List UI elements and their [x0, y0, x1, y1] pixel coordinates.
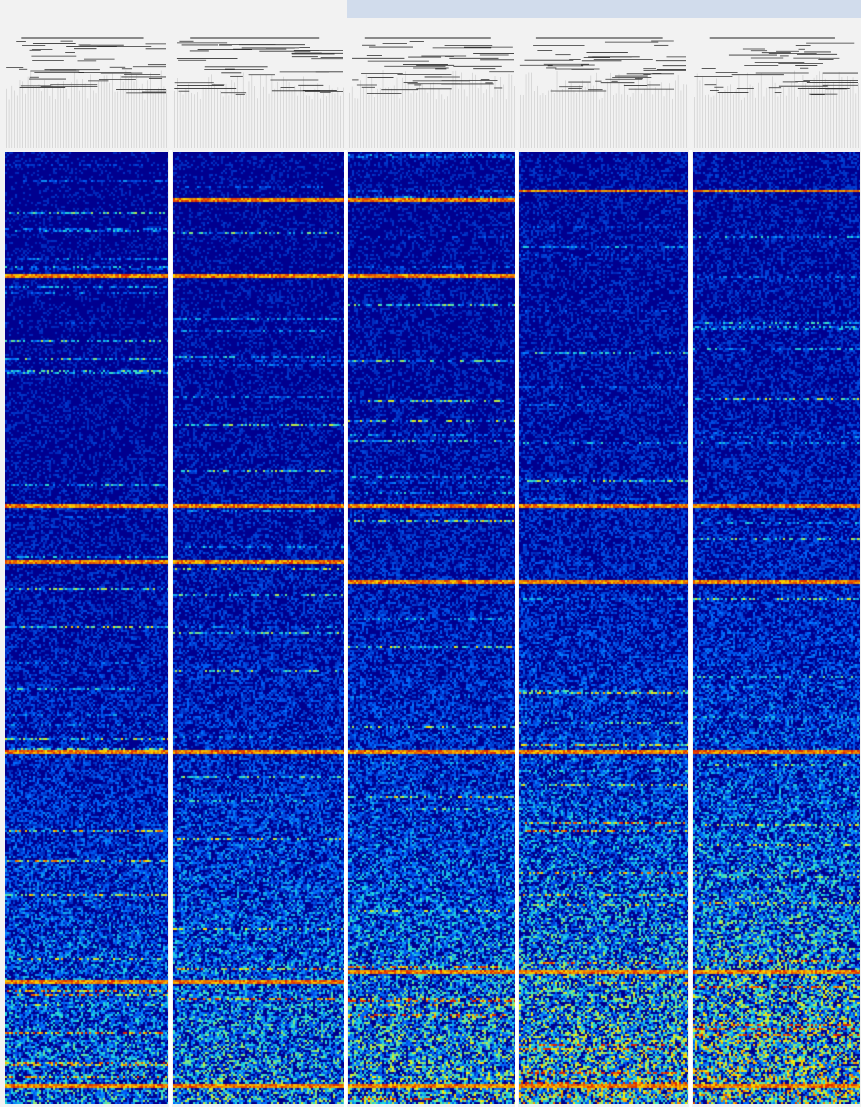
dendrogram-3 [349, 37, 515, 148]
panel-divider [689, 150, 692, 1107]
dendrogram-5 [694, 37, 859, 148]
heatmap-panel-4 [519, 152, 688, 1104]
dendrogram-4 [519, 37, 687, 148]
header-band [347, 0, 861, 18]
dendrogram-1 [6, 37, 167, 148]
panel-divider [169, 150, 172, 1107]
heatmap-panel-1 [5, 152, 168, 1104]
heatmap-panel-3 [348, 152, 516, 1104]
dendrogram-2 [174, 37, 344, 148]
heatmap-panel-5 [693, 152, 860, 1104]
panel-divider [515, 150, 518, 1107]
panel-divider [344, 150, 347, 1107]
heatmap-panel-2 [173, 152, 345, 1104]
